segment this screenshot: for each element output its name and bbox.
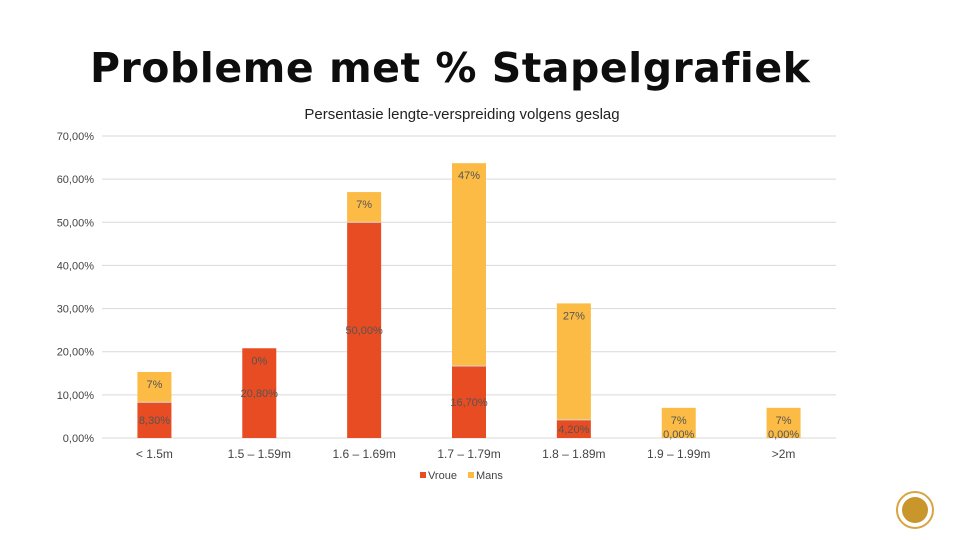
y-tick-label: 30,00% xyxy=(57,304,95,316)
x-tick-label: 1.6 – 1.69m xyxy=(332,447,395,461)
bar-mans xyxy=(452,163,486,366)
legend-label: Vroue xyxy=(428,470,457,482)
bar-mans xyxy=(347,192,382,223)
x-tick-label: >2m xyxy=(772,447,796,461)
x-tick-label: 1.9 – 1.99m xyxy=(647,447,710,461)
data-label-vroue: 0,00% xyxy=(768,429,799,441)
chart-title: Persentasie lengte-verspreiding volgens … xyxy=(304,106,619,123)
data-label-mans: 7% xyxy=(776,415,792,427)
bar-mans xyxy=(766,407,801,438)
circle-badge-icon xyxy=(896,491,934,529)
y-tick-label: 40,00% xyxy=(57,260,95,272)
data-label-vroue: 8,30% xyxy=(139,415,170,427)
data-label-mans: 0% xyxy=(251,355,267,367)
y-tick-label: 20,00% xyxy=(57,347,95,359)
x-tick-label: 1.7 – 1.79m xyxy=(437,447,500,461)
data-label-mans: 27% xyxy=(563,310,585,322)
data-label-mans: 47% xyxy=(458,170,480,182)
data-label-vroue: 20,80% xyxy=(241,388,279,400)
x-tick-label: 1.5 – 1.59m xyxy=(228,447,291,461)
slide-title: Probleme met % Stapelgrafiek xyxy=(90,44,811,92)
bar-mans xyxy=(556,303,591,420)
data-label-mans: 7% xyxy=(146,379,162,391)
legend-swatch xyxy=(420,472,426,478)
legend-label: Mans xyxy=(476,470,503,482)
x-tick-label: 1.8 – 1.89m xyxy=(542,447,605,461)
bar-vroue xyxy=(347,222,382,438)
x-tick-label: < 1.5m xyxy=(136,447,173,461)
y-tick-label: 0,00% xyxy=(63,433,94,445)
data-label-vroue: 4,20% xyxy=(558,424,589,436)
y-tick-label: 50,00% xyxy=(57,217,95,229)
bar-mans xyxy=(137,371,172,403)
bar-vroue xyxy=(242,348,277,438)
legend-swatch xyxy=(468,472,474,478)
data-label-vroue: 0,00% xyxy=(663,429,694,441)
data-label-mans: 7% xyxy=(671,415,687,427)
data-label-vroue: 16,70% xyxy=(450,397,488,409)
bar-vroue xyxy=(452,365,486,438)
data-label-mans: 7% xyxy=(356,199,372,211)
y-tick-label: 10,00% xyxy=(57,390,95,402)
bar-vroue xyxy=(137,402,172,438)
data-label-vroue: 50,00% xyxy=(345,325,383,337)
bar-mans xyxy=(661,407,696,438)
y-tick-label: 60,00% xyxy=(57,174,95,186)
y-tick-label: 70,00% xyxy=(57,131,95,143)
bar-vroue xyxy=(556,419,591,438)
